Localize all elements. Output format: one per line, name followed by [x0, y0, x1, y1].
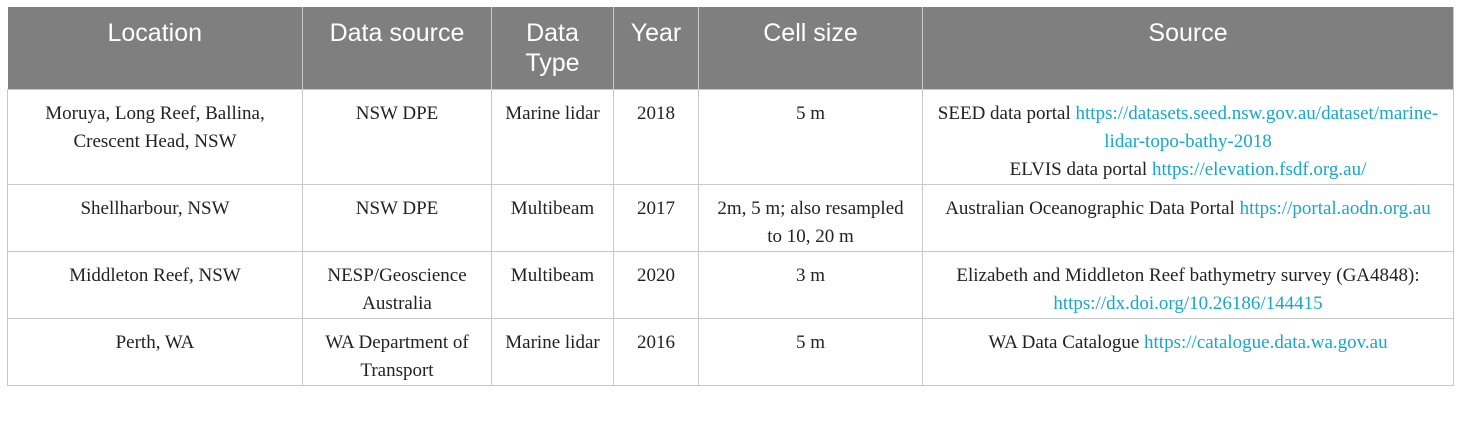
header-row: Location Data source Data Type Year Cell siz… [7, 7, 1454, 90]
cell-text: WA Department of Transport [325, 332, 469, 381]
source-label: Elizabeth and Middleton Reef bathymetry … [956, 265, 1420, 286]
table-cell: 5 m [698, 89, 923, 185]
cell-text: Middleton Reef, NSW [69, 265, 241, 286]
table-row: Moruya, Long Reef, Ballina, Crescent Hea… [7, 89, 1454, 185]
source-entry: Australian Oceanographic Data Portal htt… [933, 195, 1443, 223]
table-row: Perth, WA WA Department of Transport Marin… [7, 318, 1454, 386]
cell-text: Marine lidar [505, 332, 600, 353]
cell-text: Multibeam [510, 265, 595, 286]
table-cell: 2m, 5 m; also resampled to 10, 20 m [698, 184, 923, 252]
table-cell: Multibeam [491, 184, 614, 252]
table-cell: SEED data portal https://datasets.seed.n… [922, 89, 1454, 185]
cell-text: Shellharbour, NSW [80, 198, 230, 219]
source-entry: WA Data Catalogue https://catalogue.data… [933, 329, 1443, 357]
table-cell: 2020 [613, 251, 699, 319]
column-header: Data Type [491, 7, 614, 90]
column-header: Location [7, 7, 303, 90]
source-entry: Elizabeth and Middleton Reef bathymetry … [933, 262, 1443, 318]
table-row: Middleton Reef, NSW NESP/Geoscience Austr… [7, 251, 1454, 319]
source-entry: SEED data portal https://datasets.seed.n… [933, 100, 1443, 156]
column-header: Year [613, 7, 699, 90]
cell-text: 2020 [637, 265, 675, 286]
table-cell: NSW DPE [302, 184, 492, 252]
cell-text: Multibeam [510, 198, 595, 219]
table-row: Shellharbour, NSW NSW DPE Multibeam 2017 2m,… [7, 184, 1454, 252]
cell-text: NSW DPE [355, 103, 439, 124]
table-cell: Elizabeth and Middleton Reef bathymetry … [922, 251, 1454, 319]
source-label: WA Data Catalogue [988, 332, 1140, 353]
table-cell: Marine lidar [491, 318, 614, 386]
cell-text: NSW DPE [355, 198, 439, 219]
data-table: Location Data source Data Type Year Cell siz… [7, 7, 1454, 386]
table-cell: WA Data Catalogue https://catalogue.data… [922, 318, 1454, 386]
table-cell: Middleton Reef, NSW [7, 251, 303, 319]
source-label: SEED data portal [937, 103, 1071, 124]
table-cell: 3 m [698, 251, 923, 319]
table-cell: Moruya, Long Reef, Ballina, Crescent Hea… [7, 89, 303, 185]
source-link[interactable]: https://portal.aodn.org.au [1239, 198, 1431, 219]
cell-text: Perth, WA [115, 332, 195, 353]
cell-text: 3 m [795, 265, 826, 286]
column-header: Source [922, 7, 1454, 90]
table-cell: Multibeam [491, 251, 614, 319]
cell-text: NESP/Geoscience Australia [327, 265, 467, 314]
table-cell: 2018 [613, 89, 699, 185]
table-body: Moruya, Long Reef, Ballina, Crescent Hea… [7, 89, 1454, 386]
table-cell: 5 m [698, 318, 923, 386]
source-link[interactable]: https://elevation.fsdf.org.au/ [1151, 159, 1367, 180]
table-cell: Shellharbour, NSW [7, 184, 303, 252]
cell-text: 5 m [795, 103, 826, 124]
column-header: Data source [302, 7, 492, 90]
source-link[interactable]: https://datasets.seed.nsw.gov.au/dataset… [1075, 103, 1439, 152]
table-wrapper: Location Data source Data Type Year Cell siz… [7, 7, 1454, 386]
table-cell: Australian Oceanographic Data Portal htt… [922, 184, 1454, 252]
cell-text: 2016 [637, 332, 675, 353]
table-cell: WA Department of Transport [302, 318, 492, 386]
cell-text: 2018 [637, 103, 675, 124]
table-cell: 2017 [613, 184, 699, 252]
table-head: Location Data source Data Type Year Cell siz… [7, 7, 1454, 90]
cell-text: Moruya, Long Reef, Ballina, Crescent Hea… [45, 103, 265, 152]
table-cell: 2016 [613, 318, 699, 386]
source-label: ELVIS data portal [1009, 159, 1148, 180]
source-entry: ELVIS data portal https://elevation.fsdf… [933, 156, 1443, 184]
source-link[interactable]: https://catalogue.data.wa.gov.au [1144, 332, 1388, 353]
column-header: Cell size [698, 7, 923, 90]
table-cell: NESP/Geoscience Australia [302, 251, 492, 319]
table-cell: NSW DPE [302, 89, 492, 185]
table-cell: Marine lidar [491, 89, 614, 185]
cell-text: 5 m [795, 332, 826, 353]
table-cell: Perth, WA [7, 318, 303, 386]
source-link[interactable]: https://dx.doi.org/10.26186/144415 [1053, 293, 1323, 314]
cell-text: 2017 [637, 198, 675, 219]
cell-text: Marine lidar [505, 103, 600, 124]
cell-text: 2m, 5 m; also resampled to 10, 20 m [717, 198, 904, 247]
source-label: Australian Oceanographic Data Portal [945, 198, 1235, 219]
